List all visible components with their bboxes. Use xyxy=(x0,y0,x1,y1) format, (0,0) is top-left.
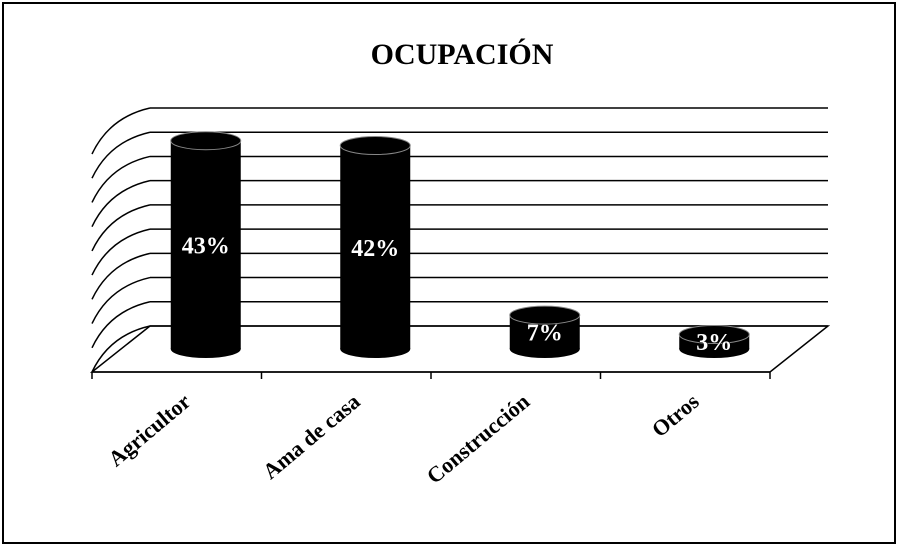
side-grid-line xyxy=(91,276,151,324)
data-label: 7% xyxy=(527,321,563,347)
side-grid-line xyxy=(91,131,151,179)
bar-bottom xyxy=(340,340,411,358)
bar xyxy=(170,131,242,358)
bar-top xyxy=(170,131,242,151)
bar xyxy=(509,305,581,358)
side-grid-line xyxy=(91,325,151,373)
data-label: 42% xyxy=(351,236,399,262)
chart-title: OCUPACIÓN xyxy=(371,38,554,71)
data-label: 43% xyxy=(182,233,230,259)
side-grid-line xyxy=(91,228,151,276)
side-grid-line xyxy=(91,155,151,203)
side-grid-line xyxy=(91,301,151,349)
bar-top xyxy=(509,305,581,325)
bar xyxy=(339,136,411,358)
bar-top xyxy=(678,324,750,344)
bar-top xyxy=(339,136,411,156)
bar xyxy=(678,324,750,358)
bar-body xyxy=(170,140,241,349)
bar-bottom xyxy=(170,340,241,358)
bar-bottom xyxy=(679,340,750,358)
side-grid-line xyxy=(91,204,151,252)
side-grid-line xyxy=(91,179,151,227)
bar-body xyxy=(340,145,411,349)
bar-bottom xyxy=(509,340,580,358)
side-grid-line xyxy=(91,107,151,155)
data-label: 3% xyxy=(696,330,732,356)
side-grid-line xyxy=(91,252,151,300)
